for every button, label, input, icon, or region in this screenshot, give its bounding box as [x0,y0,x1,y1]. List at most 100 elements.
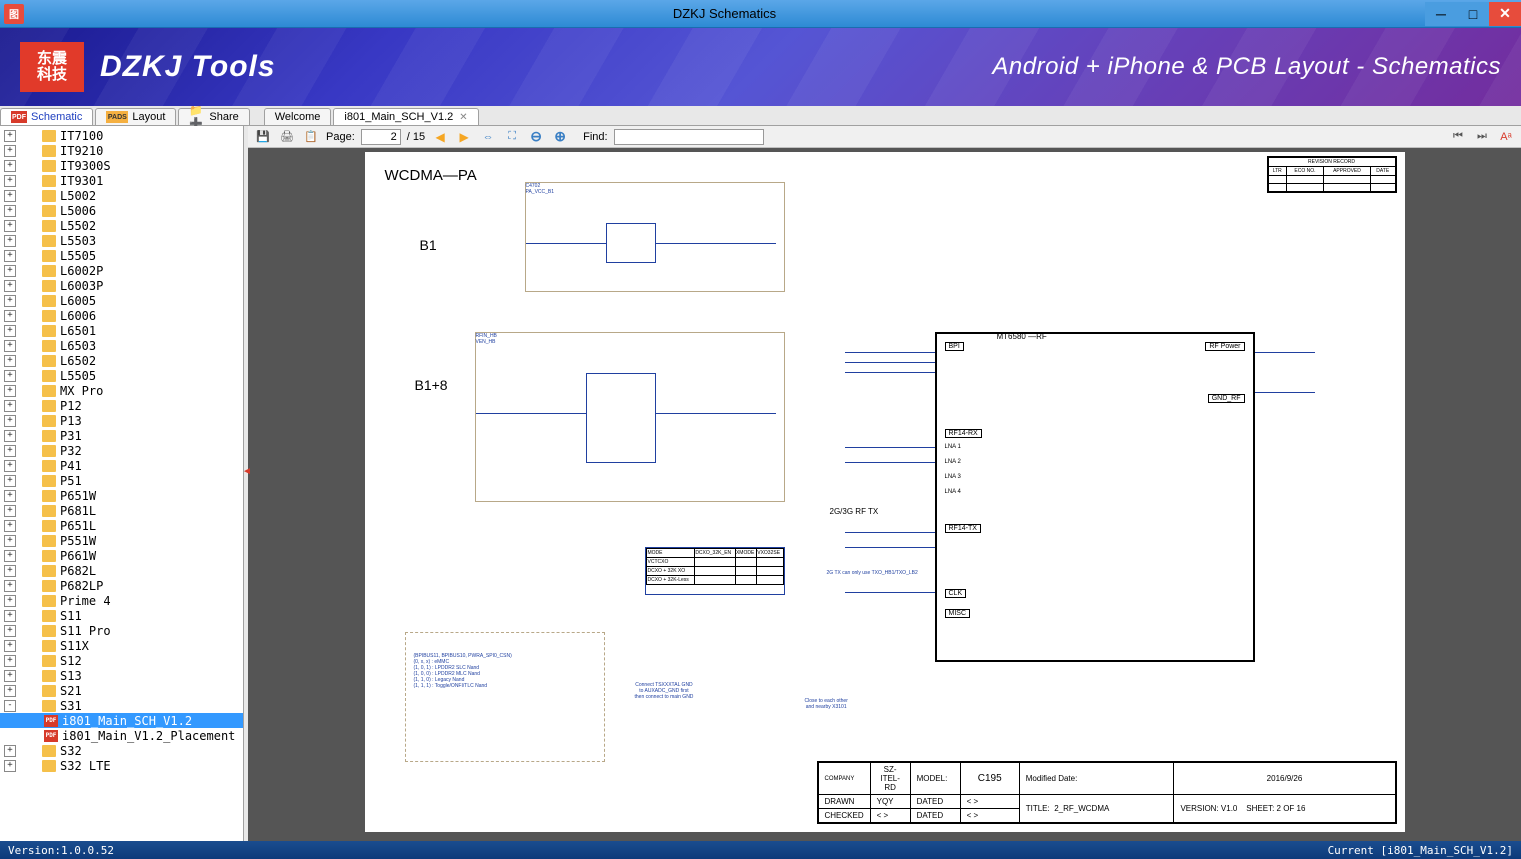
tree-folder[interactable]: +P32 [0,443,243,458]
tree-folder[interactable]: +L5002 [0,188,243,203]
side-tab-share[interactable]: 📁➕Share [178,108,249,125]
tree-folder[interactable]: +L6002P [0,263,243,278]
expander-icon[interactable]: + [4,325,16,337]
tree-folder[interactable]: +L5505 [0,368,243,383]
tree-file[interactable]: PDFi801_Main_V1.2_Placement [0,728,243,743]
expander-icon[interactable]: + [4,580,16,592]
highlight-icon[interactable]: Aᵃ [1497,128,1515,146]
tree-folder[interactable]: +S21 [0,683,243,698]
tree-folder[interactable]: +P682LP [0,578,243,593]
expander-icon[interactable]: + [4,310,16,322]
tree-folder[interactable]: +S32 LTE [0,758,243,773]
tree-folder[interactable]: +IT9300S [0,158,243,173]
prev-page-icon[interactable]: ◀ [431,128,449,146]
tree-folder[interactable]: +L6006 [0,308,243,323]
page-input[interactable] [361,129,401,145]
maximize-button[interactable]: □ [1457,2,1489,26]
minimize-button[interactable]: ─ [1425,2,1457,26]
tree-folder[interactable]: +P661W [0,548,243,563]
expander-icon[interactable]: + [4,610,16,622]
expander-icon[interactable]: + [4,370,16,382]
expander-icon[interactable]: + [4,280,16,292]
zoom-in-icon[interactable]: ⊕ [551,128,569,146]
next-page-icon[interactable]: ▶ [455,128,473,146]
tree-folder[interactable]: +S13 [0,668,243,683]
expander-icon[interactable]: + [4,595,16,607]
expander-icon[interactable]: + [4,250,16,262]
tree-folder[interactable]: +L5503 [0,233,243,248]
tree-folder[interactable]: +P41 [0,458,243,473]
expander-icon[interactable]: + [4,475,16,487]
tree-folder[interactable]: +S11 [0,608,243,623]
tree-folder[interactable]: +P13 [0,413,243,428]
tree-folder[interactable]: +L5505 [0,248,243,263]
side-tab-layout[interactable]: PADSLayout [95,108,176,125]
expander-icon[interactable]: + [4,505,16,517]
expander-icon[interactable]: + [4,625,16,637]
tree-folder[interactable]: +P12 [0,398,243,413]
expander-icon[interactable]: - [4,700,16,712]
expander-icon[interactable]: + [4,385,16,397]
tree-folder[interactable]: +S11X [0,638,243,653]
tree-folder[interactable]: +P51 [0,473,243,488]
tree-folder[interactable]: +L6005 [0,293,243,308]
expander-icon[interactable]: + [4,535,16,547]
expander-icon[interactable]: + [4,340,16,352]
tree-folder[interactable]: +P551W [0,533,243,548]
expander-icon[interactable]: + [4,400,16,412]
expander-icon[interactable]: + [4,205,16,217]
expander-icon[interactable]: + [4,265,16,277]
expander-icon[interactable]: + [4,295,16,307]
doc-tab-0[interactable]: Welcome [264,108,332,125]
tree-folder[interactable]: +P682L [0,563,243,578]
tree-folder[interactable]: +P651L [0,518,243,533]
find-next-icon[interactable]: ⏭ [1473,128,1491,146]
expander-icon[interactable]: + [4,670,16,682]
sidebar-tree[interactable]: +IT7100+IT9210+IT9300S+IT9301+L5002+L500… [0,126,244,841]
expander-icon[interactable]: + [4,220,16,232]
tree-file[interactable]: PDFi801_Main_SCH_V1.2 [0,713,243,728]
expander-icon[interactable]: + [4,760,16,772]
tree-folder[interactable]: -S31 [0,698,243,713]
expander-icon[interactable]: + [4,190,16,202]
tree-folder[interactable]: +Prime 4 [0,593,243,608]
expander-icon[interactable]: + [4,430,16,442]
expander-icon[interactable]: + [4,130,16,142]
expander-icon[interactable]: + [4,640,16,652]
expander-icon[interactable]: + [4,145,16,157]
expander-icon[interactable]: + [4,445,16,457]
fit-page-icon[interactable]: ⛶ [503,128,521,146]
expander-icon[interactable]: + [4,490,16,502]
close-button[interactable]: ✕ [1489,2,1521,26]
zoom-out-icon[interactable]: ⊖ [527,128,545,146]
tree-folder[interactable]: +L6501 [0,323,243,338]
expander-icon[interactable]: + [4,235,16,247]
tree-folder[interactable]: +S32 [0,743,243,758]
expander-icon[interactable]: + [4,460,16,472]
print-icon[interactable]: 🖨 [278,128,296,146]
tree-folder[interactable]: +S11 Pro [0,623,243,638]
tree-folder[interactable]: +IT9301 [0,173,243,188]
find-input[interactable] [614,129,764,145]
save-icon[interactable]: 💾 [254,128,272,146]
expander-icon[interactable]: + [4,685,16,697]
tab-close-icon[interactable]: ✕ [459,112,467,123]
expander-icon[interactable]: + [4,355,16,367]
tree-folder[interactable]: +IT7100 [0,128,243,143]
pdf-canvas[interactable]: WCDMA—PA B1 C4702 PA_VCC_B1 B1+8 RFIN_HB [248,148,1521,841]
tree-folder[interactable]: +L6503 [0,338,243,353]
expander-icon[interactable]: + [4,745,16,757]
doc-tab-1[interactable]: i801_Main_SCH_V1.2✕ [333,108,478,125]
tree-folder[interactable]: +P681L [0,503,243,518]
expander-icon[interactable]: + [4,175,16,187]
tree-folder[interactable]: +P31 [0,428,243,443]
expander-icon[interactable]: + [4,550,16,562]
tree-folder[interactable]: +P651W [0,488,243,503]
expander-icon[interactable]: + [4,160,16,172]
tree-folder[interactable]: +IT9210 [0,143,243,158]
tree-folder[interactable]: +MX Pro [0,383,243,398]
tree-folder[interactable]: +L5006 [0,203,243,218]
side-tab-schematic[interactable]: PDFSchematic [0,108,93,125]
expander-icon[interactable]: + [4,520,16,532]
expander-icon[interactable]: + [4,565,16,577]
